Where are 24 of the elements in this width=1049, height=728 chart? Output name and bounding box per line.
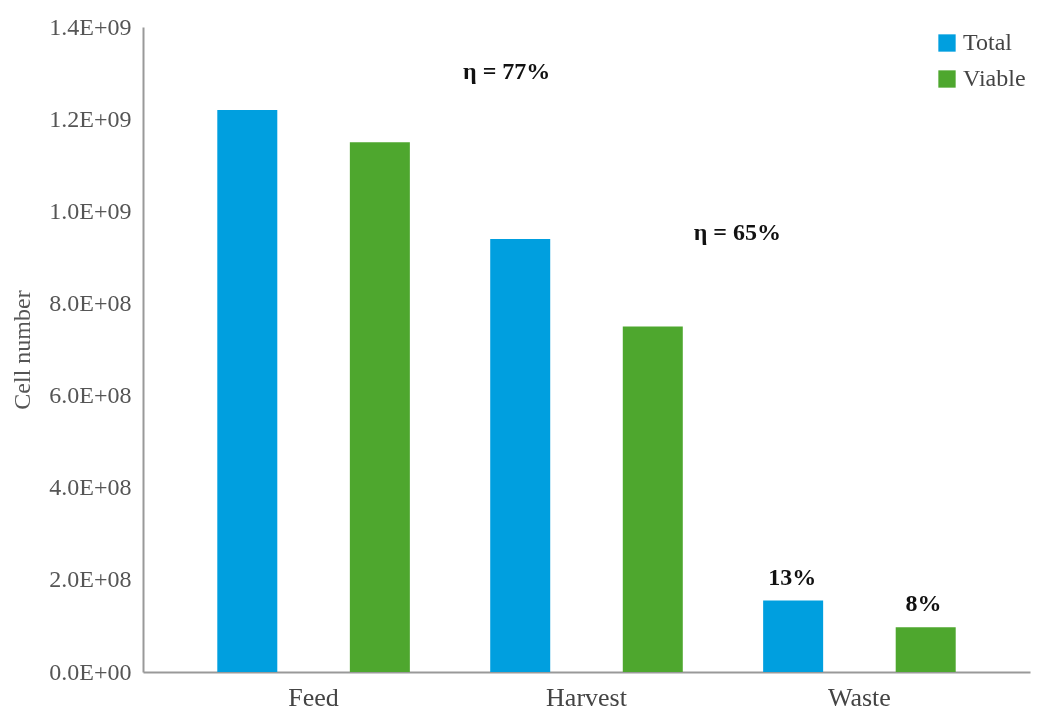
legend-label: Total	[963, 29, 1013, 55]
annotation: 8%	[905, 589, 942, 616]
y-tick-label: 1.4E+09	[49, 13, 132, 40]
y-tick-label: 2.0E+08	[49, 566, 132, 593]
bar	[622, 326, 683, 672]
bar	[895, 627, 956, 672]
bar	[490, 238, 551, 672]
y-tick-label: 1.0E+09	[49, 197, 132, 224]
legend-label: Viable	[963, 65, 1026, 91]
x-tick-label: Waste	[827, 682, 891, 712]
y-axis-title: Cell number	[9, 290, 36, 410]
x-tick-label: Harvest	[546, 682, 628, 712]
y-tick-label: 4.0E+08	[49, 474, 132, 501]
y-tick-label: 8.0E+08	[49, 289, 132, 316]
bar	[349, 142, 410, 672]
annotation: η = 77%	[463, 58, 551, 85]
y-tick-label: 1.2E+09	[49, 105, 132, 132]
annotation: 13%	[768, 564, 817, 591]
y-tick-label: 6.0E+08	[49, 382, 132, 409]
x-tick-label: Feed	[288, 682, 339, 712]
bar	[763, 600, 824, 672]
bar	[217, 109, 278, 672]
y-tick-label: 0.0E+00	[49, 658, 132, 685]
annotation: η = 65%	[693, 219, 781, 246]
